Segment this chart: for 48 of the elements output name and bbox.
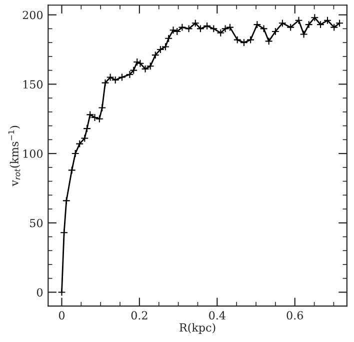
point — [310, 14, 319, 22]
y-tick-label: 0 — [36, 288, 43, 297]
point — [169, 26, 178, 34]
point — [278, 19, 286, 28]
point — [126, 70, 134, 78]
point — [246, 36, 255, 44]
point — [71, 150, 80, 158]
point — [111, 76, 120, 84]
point — [130, 66, 138, 74]
y-tick-label: 150 — [23, 80, 43, 89]
point — [264, 37, 273, 46]
point — [164, 34, 173, 42]
point — [260, 24, 268, 33]
point — [58, 288, 66, 296]
point — [83, 124, 91, 133]
point — [253, 20, 262, 29]
point — [304, 20, 313, 29]
point — [203, 22, 212, 30]
point — [286, 23, 295, 32]
point — [210, 24, 218, 33]
point — [294, 16, 303, 24]
point — [133, 58, 142, 66]
point — [196, 24, 204, 33]
point — [300, 30, 308, 38]
point — [240, 38, 248, 47]
point — [62, 196, 70, 205]
point — [324, 16, 332, 24]
x-tick-label: 0.2 — [131, 311, 148, 320]
point — [98, 104, 106, 112]
x-axis-title: R(kpc) — [180, 323, 216, 334]
point — [191, 19, 200, 28]
point — [86, 110, 94, 119]
point — [316, 20, 324, 29]
y-tick-label: 200 — [22, 10, 43, 20]
point — [95, 114, 104, 123]
point — [118, 73, 126, 82]
y-tick-label: 50 — [30, 218, 43, 228]
y-axis-title: v$_{rot}$(kms$^{−1}$) — [8, 126, 20, 186]
x-tick-label: 0 — [58, 311, 65, 320]
point — [68, 166, 76, 174]
point — [60, 228, 68, 237]
point — [233, 36, 242, 44]
x-tick-label: 0.4 — [209, 311, 226, 320]
point — [184, 24, 193, 33]
point — [271, 27, 280, 36]
point — [90, 113, 99, 122]
y-tick-label: 100 — [23, 150, 43, 158]
x-tick-label: 0.6 — [286, 311, 303, 320]
